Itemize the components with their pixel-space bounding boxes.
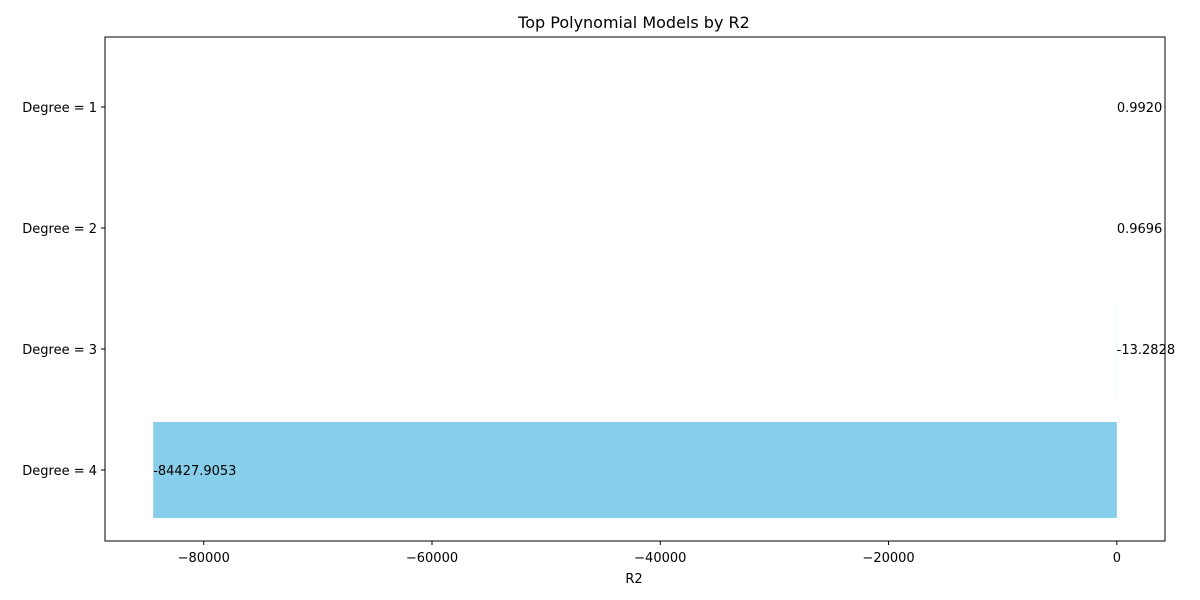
y-axis: Degree = 1 Degree = 2 Degree = 3 Degree = 4 — [22, 101, 105, 479]
y-tick-label: Degree = 3 — [22, 343, 97, 358]
x-tick-label: −80000 — [178, 551, 230, 566]
x-tick-label: −60000 — [406, 551, 458, 566]
plot-area-frame — [104, 36, 1166, 542]
bar-4 — [153, 422, 1117, 518]
value-label-2: 0.9696 — [1117, 222, 1163, 237]
x-axis: −80000 −60000 −40000 −20000 0 — [178, 541, 1121, 566]
y-tick-label: Degree = 4 — [22, 464, 97, 479]
y-tick-label: Degree = 1 — [22, 101, 97, 116]
value-label-3: -13.2828 — [1117, 343, 1175, 358]
value-label-4: -84427.9053 — [153, 464, 236, 479]
y-tick-label: Degree = 2 — [22, 222, 97, 237]
bars-layer — [153, 59, 1117, 518]
x-tick-label: −40000 — [634, 551, 686, 566]
x-tick-label: −20000 — [862, 551, 914, 566]
x-axis-label: R2 — [625, 572, 642, 587]
value-labels-layer: 0.9920 0.9696 -13.2828 -84427.9053 — [153, 101, 1175, 479]
chart-title: Top Polynomial Models by R2 — [517, 13, 750, 32]
value-label-1: 0.9920 — [1117, 101, 1163, 116]
x-tick-label: 0 — [1113, 551, 1121, 566]
